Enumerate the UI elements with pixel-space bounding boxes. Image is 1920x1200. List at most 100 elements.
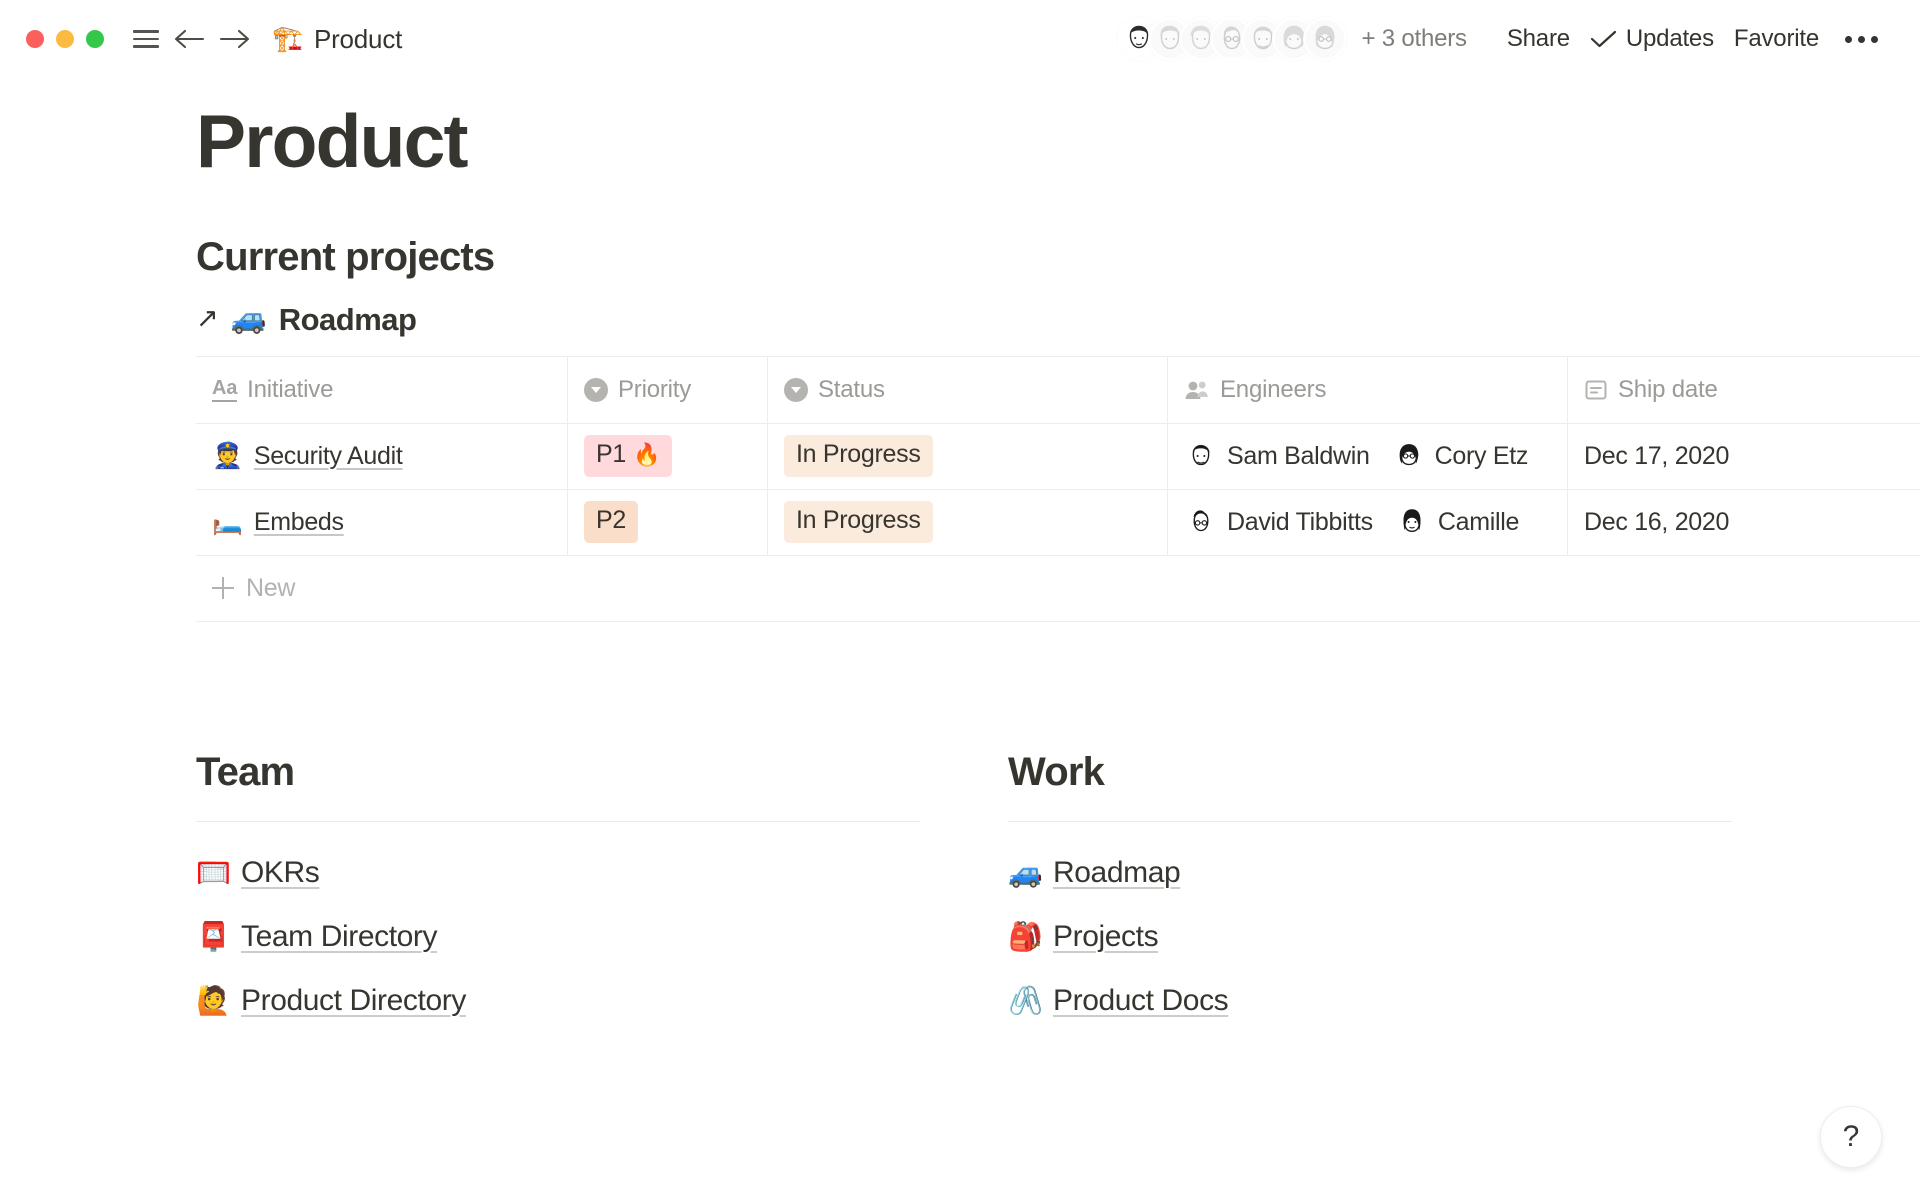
other-collaborators-label[interactable]: + 3 others <box>1361 25 1467 52</box>
cell-engineers[interactable]: Sam Baldwin <box>1168 423 1568 489</box>
select-property-icon <box>784 377 808 402</box>
column-header-ship-date[interactable]: Ship date <box>1568 357 1920 423</box>
person-property-icon <box>1184 378 1210 402</box>
person-chip[interactable]: Sam Baldwin <box>1184 439 1370 473</box>
goal-net-icon: 🥅 <box>196 856 231 888</box>
car-icon: 🚙 <box>230 303 267 335</box>
check-icon <box>1590 30 1616 48</box>
avatar[interactable] <box>1303 17 1348 61</box>
avatar <box>1394 505 1429 539</box>
column-header-label: Priority <box>618 375 692 403</box>
updates-button[interactable]: Updates <box>1580 21 1724 57</box>
new-row-label: New <box>246 573 296 602</box>
priority-badge: P2 <box>584 501 638 543</box>
page-link-okrs[interactable]: 🥅 OKRs <box>196 856 920 890</box>
page-link-roadmap[interactable]: 🚙 Roadmap <box>1008 856 1732 890</box>
add-new-row-button[interactable]: New <box>196 556 1920 622</box>
page-link-product-directory[interactable]: 🙋 Product Directory <box>196 984 920 1018</box>
page-link-label: OKRs <box>241 855 320 889</box>
avatar <box>1184 505 1218 539</box>
maximize-window-button[interactable] <box>86 30 104 48</box>
favorite-button[interactable]: Favorite <box>1733 25 1819 52</box>
engineer-name: Sam Baldwin <box>1227 441 1370 470</box>
menu-icon <box>133 30 159 48</box>
table-header-row: Aa Initiative Priority Status <box>196 356 1920 424</box>
postbox-icon: 📮 <box>196 920 231 952</box>
page-link-label: Product Directory <box>241 983 466 1017</box>
close-window-button[interactable] <box>26 30 44 48</box>
section-heading-current-projects[interactable]: Current projects <box>196 234 495 279</box>
car-icon: 🚙 <box>1008 856 1043 888</box>
cell-priority[interactable]: P1 🔥 <box>568 423 768 489</box>
status-badge: In Progress <box>784 435 933 477</box>
roadmap-table: Aa Initiative Priority Status <box>196 355 1920 622</box>
cell-initiative[interactable]: 👮 Security Audit <box>196 423 568 489</box>
minimize-window-button[interactable] <box>56 30 74 48</box>
breadcrumb-label: Product <box>313 23 403 54</box>
table-row[interactable]: 👮 Security Audit P1 🔥 In Progress <box>196 423 1920 490</box>
forward-arrow-icon <box>219 29 250 49</box>
forward-button[interactable] <box>212 19 258 59</box>
table-body: 👮 Security Audit P1 🔥 In Progress <box>196 423 1920 622</box>
bed-icon: 🛏️ <box>212 507 243 536</box>
person-chip[interactable]: David Tibbitts <box>1184 505 1373 539</box>
date-property-icon <box>1584 378 1608 402</box>
title-bar: 🏗️ Product <box>0 0 1920 78</box>
avatar <box>1391 439 1426 473</box>
link-columns: Team 🥅 OKRs 📮 Team Directory 🙋 Product D… <box>196 750 1741 1048</box>
crane-icon: 🏗️ <box>272 24 303 53</box>
collaborator-avatars[interactable] <box>1117 17 1348 61</box>
column-team: Team 🥅 OKRs 📮 Team Directory 🙋 Product D… <box>196 750 920 1048</box>
cell-status[interactable]: In Progress <box>768 423 1168 489</box>
engineer-name: David Tibbitts <box>1227 507 1373 536</box>
column-header-priority[interactable]: Priority <box>568 356 768 423</box>
page-link-projects[interactable]: 🎒 Projects <box>1008 920 1732 954</box>
cell-initiative[interactable]: 🛏️ Embeds <box>196 489 568 555</box>
traffic-lights <box>26 30 104 48</box>
help-button[interactable]: ? <box>1820 1106 1882 1168</box>
more-dot-icon <box>1845 35 1852 43</box>
priority-badge: P1 🔥 <box>584 435 673 477</box>
linked-database-title[interactable]: ↗ 🚙 Roadmap <box>196 302 1920 338</box>
backpack-icon: 🎒 <box>1008 920 1043 952</box>
page-link-label: Team Directory <box>241 919 438 953</box>
status-badge: In Progress <box>784 501 933 543</box>
person-chip[interactable]: Cory Etz <box>1391 439 1529 473</box>
cell-engineers[interactable]: David Tibbitts <box>1168 489 1568 555</box>
sidebar-toggle-button[interactable] <box>126 19 166 59</box>
more-options-button[interactable] <box>1829 26 1884 53</box>
column-header-label: Engineers <box>1220 375 1327 403</box>
cell-ship-date[interactable]: Dec 16, 2020 <box>1584 507 1730 536</box>
police-officer-icon: 👮 <box>212 441 243 470</box>
title-bar-actions: + 3 others Share Updates Favorite <box>1117 17 1884 61</box>
back-button[interactable] <box>166 19 212 59</box>
breadcrumb[interactable]: 🏗️ Product <box>272 24 402 55</box>
table-row[interactable]: 🛏️ Embeds P2 In Progress <box>196 489 1920 556</box>
avatar <box>1184 439 1218 473</box>
cell-status[interactable]: In Progress <box>768 489 1168 555</box>
initiative-link[interactable]: Embeds <box>253 507 344 536</box>
column-heading-work[interactable]: Work <box>1008 750 1732 822</box>
initiative-link[interactable]: Security Audit <box>253 441 403 470</box>
column-header-status[interactable]: Status <box>768 356 1168 423</box>
more-dot-icon <box>1871 35 1878 43</box>
column-header-initiative[interactable]: Aa Initiative <box>196 356 568 423</box>
cell-priority[interactable]: P2 <box>568 489 768 555</box>
column-header-engineers[interactable]: Engineers <box>1168 356 1568 423</box>
priority-label: P1 <box>596 440 626 469</box>
back-arrow-icon <box>174 29 205 49</box>
page-content: Product Current projects ↗ 🚙 Roadmap Aa … <box>0 78 1920 1048</box>
page-title[interactable]: Product <box>196 99 469 183</box>
updates-label: Updates <box>1625 25 1714 52</box>
page-link-team-directory[interactable]: 📮 Team Directory <box>196 920 920 954</box>
column-heading-team[interactable]: Team <box>196 750 920 822</box>
person-chip[interactable]: Camille <box>1394 505 1519 539</box>
page-link-product-docs[interactable]: 🖇️ Product Docs <box>1008 984 1732 1018</box>
share-button[interactable]: Share <box>1506 25 1570 52</box>
database-name[interactable]: Roadmap <box>278 301 417 337</box>
column-header-label: Ship date <box>1618 375 1718 403</box>
engineer-name: Cory Etz <box>1434 441 1529 470</box>
more-dot-icon <box>1858 35 1865 43</box>
cell-ship-date[interactable]: Dec 17, 2020 <box>1584 441 1730 470</box>
